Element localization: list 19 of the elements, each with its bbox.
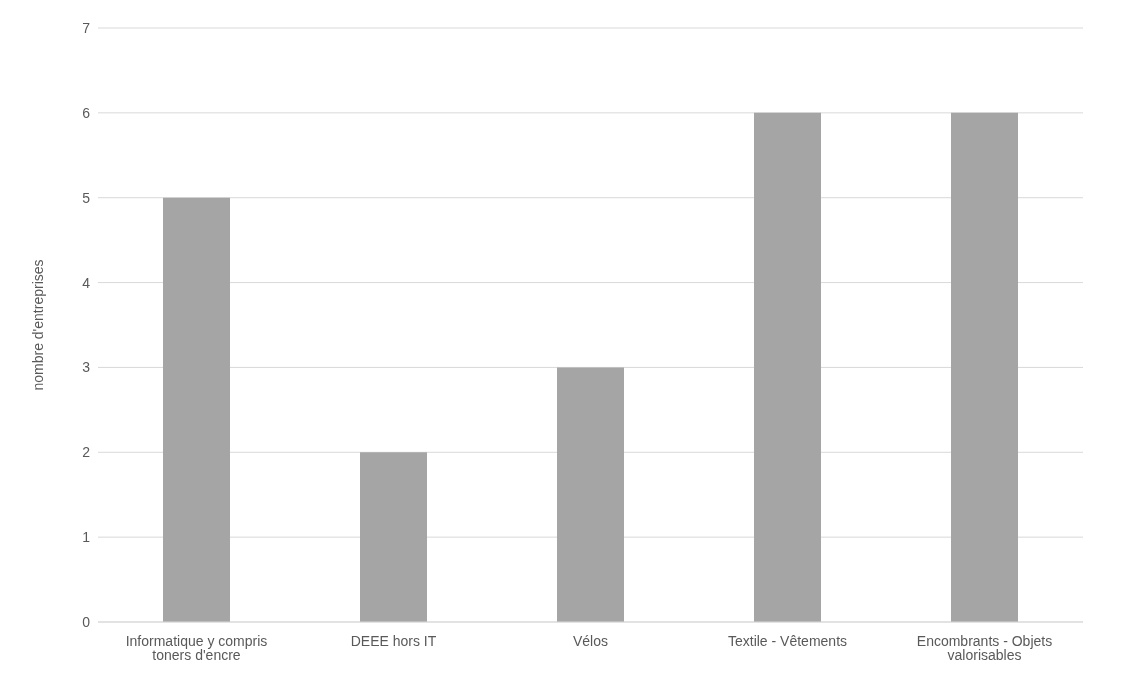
y-tick-label: 7	[82, 19, 91, 36]
bar	[163, 197, 230, 622]
y-tick-label: 2	[82, 444, 91, 461]
y-tick-label: 5	[82, 189, 91, 206]
x-tick-label: Vélos	[572, 632, 609, 649]
y-tick-label: 4	[82, 274, 91, 291]
x-tick-label: DEEE hors IT	[350, 632, 437, 649]
y-axis-title: nombre d'entreprises	[29, 259, 46, 391]
x-tick-label: Informatique y compris toners d'encre	[125, 632, 268, 663]
y-tick-label: 1	[82, 529, 91, 546]
y-tick-label: 0	[82, 613, 91, 630]
bar	[754, 112, 821, 622]
y-tick-label: 3	[82, 359, 91, 376]
bar	[951, 112, 1018, 622]
x-tick-label: Textile - Vêtements	[727, 632, 848, 649]
x-tick-label: Encombrants - Objets valorisables	[916, 632, 1053, 663]
bar	[360, 452, 427, 622]
bar	[557, 367, 624, 622]
y-tick-label: 6	[82, 104, 91, 121]
